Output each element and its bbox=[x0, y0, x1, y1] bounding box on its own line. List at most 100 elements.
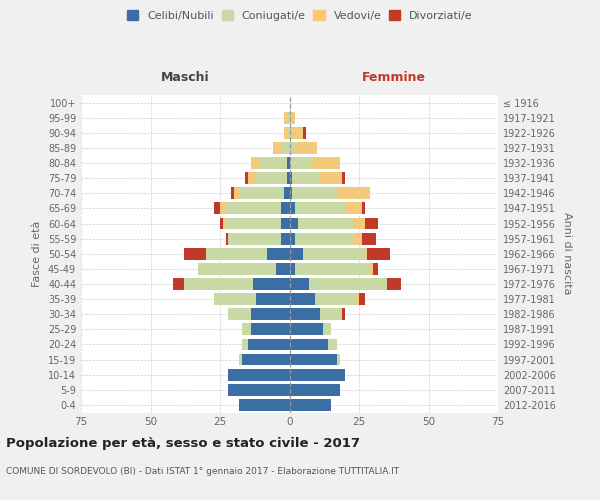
Bar bbox=[251, 308, 290, 320]
Bar bbox=[251, 324, 290, 335]
Bar bbox=[290, 354, 337, 366]
Bar bbox=[281, 202, 290, 214]
Bar bbox=[343, 172, 345, 184]
Bar bbox=[290, 293, 314, 305]
Bar bbox=[290, 157, 312, 169]
Bar bbox=[290, 142, 295, 154]
Bar bbox=[298, 218, 353, 230]
Bar bbox=[267, 248, 290, 260]
Bar bbox=[229, 369, 290, 380]
Bar bbox=[365, 248, 367, 260]
Bar bbox=[259, 157, 287, 169]
Bar bbox=[231, 188, 234, 199]
Bar bbox=[198, 263, 275, 275]
Bar bbox=[281, 218, 290, 230]
Bar bbox=[242, 324, 251, 335]
Bar bbox=[290, 232, 295, 244]
Bar bbox=[290, 399, 331, 411]
Bar bbox=[290, 127, 292, 138]
Bar bbox=[223, 218, 226, 230]
Bar bbox=[290, 248, 304, 260]
Bar bbox=[290, 384, 340, 396]
Bar bbox=[345, 202, 362, 214]
Text: Femmine: Femmine bbox=[362, 71, 426, 84]
Bar bbox=[290, 188, 292, 199]
Bar bbox=[290, 112, 295, 124]
Bar bbox=[234, 188, 239, 199]
Bar bbox=[220, 218, 223, 230]
Bar bbox=[292, 172, 320, 184]
Bar bbox=[295, 263, 370, 275]
Y-axis label: Fasce di età: Fasce di età bbox=[32, 220, 42, 287]
Bar bbox=[356, 293, 359, 305]
Bar bbox=[290, 218, 298, 230]
Bar bbox=[295, 142, 317, 154]
Bar bbox=[320, 172, 343, 184]
Bar bbox=[362, 232, 376, 244]
Bar bbox=[284, 127, 287, 138]
Bar bbox=[353, 232, 362, 244]
Bar bbox=[287, 127, 290, 138]
Bar bbox=[362, 202, 365, 214]
Bar bbox=[273, 142, 281, 154]
Text: Popolazione per età, sesso e stato civile - 2017: Popolazione per età, sesso e stato civil… bbox=[6, 438, 360, 450]
Bar bbox=[304, 127, 306, 138]
Bar bbox=[370, 263, 373, 275]
Bar bbox=[387, 278, 401, 290]
Bar bbox=[226, 232, 229, 244]
Bar bbox=[287, 157, 290, 169]
Bar bbox=[275, 263, 290, 275]
Bar bbox=[304, 248, 365, 260]
Bar bbox=[290, 338, 328, 350]
Text: Maschi: Maschi bbox=[161, 71, 209, 84]
Bar bbox=[353, 218, 365, 230]
Bar bbox=[287, 112, 290, 124]
Bar bbox=[337, 354, 340, 366]
Bar bbox=[290, 263, 295, 275]
Bar bbox=[365, 218, 379, 230]
Bar bbox=[328, 338, 337, 350]
Bar bbox=[295, 202, 345, 214]
Bar bbox=[290, 324, 323, 335]
Bar bbox=[290, 278, 309, 290]
Bar bbox=[229, 232, 281, 244]
Bar bbox=[245, 172, 248, 184]
Bar bbox=[292, 188, 337, 199]
Legend: Celibi/Nubili, Coniugati/e, Vedovi/e, Divorziati/e: Celibi/Nubili, Coniugati/e, Vedovi/e, Di… bbox=[123, 6, 477, 25]
Bar bbox=[239, 188, 284, 199]
Bar bbox=[239, 354, 242, 366]
Bar bbox=[284, 112, 287, 124]
Bar bbox=[281, 232, 290, 244]
Bar bbox=[214, 293, 256, 305]
Bar bbox=[343, 308, 345, 320]
Bar bbox=[323, 324, 331, 335]
Bar bbox=[214, 202, 220, 214]
Bar bbox=[290, 202, 295, 214]
Bar bbox=[312, 157, 340, 169]
Bar bbox=[184, 278, 253, 290]
Bar bbox=[290, 172, 292, 184]
Bar bbox=[248, 338, 290, 350]
Bar bbox=[320, 308, 343, 320]
Bar bbox=[290, 369, 345, 380]
Bar bbox=[229, 308, 251, 320]
Bar bbox=[295, 232, 353, 244]
Bar bbox=[248, 172, 256, 184]
Bar bbox=[226, 202, 281, 214]
Bar bbox=[239, 399, 290, 411]
Bar bbox=[220, 202, 226, 214]
Bar bbox=[373, 263, 379, 275]
Bar bbox=[251, 157, 259, 169]
Bar bbox=[290, 308, 320, 320]
Bar bbox=[229, 384, 290, 396]
Bar bbox=[287, 172, 290, 184]
Bar bbox=[206, 248, 267, 260]
Y-axis label: Anni di nascita: Anni di nascita bbox=[562, 212, 572, 295]
Bar bbox=[242, 338, 248, 350]
Bar bbox=[253, 278, 290, 290]
Bar bbox=[337, 188, 370, 199]
Bar bbox=[309, 278, 387, 290]
Bar bbox=[367, 248, 389, 260]
Bar bbox=[242, 354, 290, 366]
Bar bbox=[184, 248, 206, 260]
